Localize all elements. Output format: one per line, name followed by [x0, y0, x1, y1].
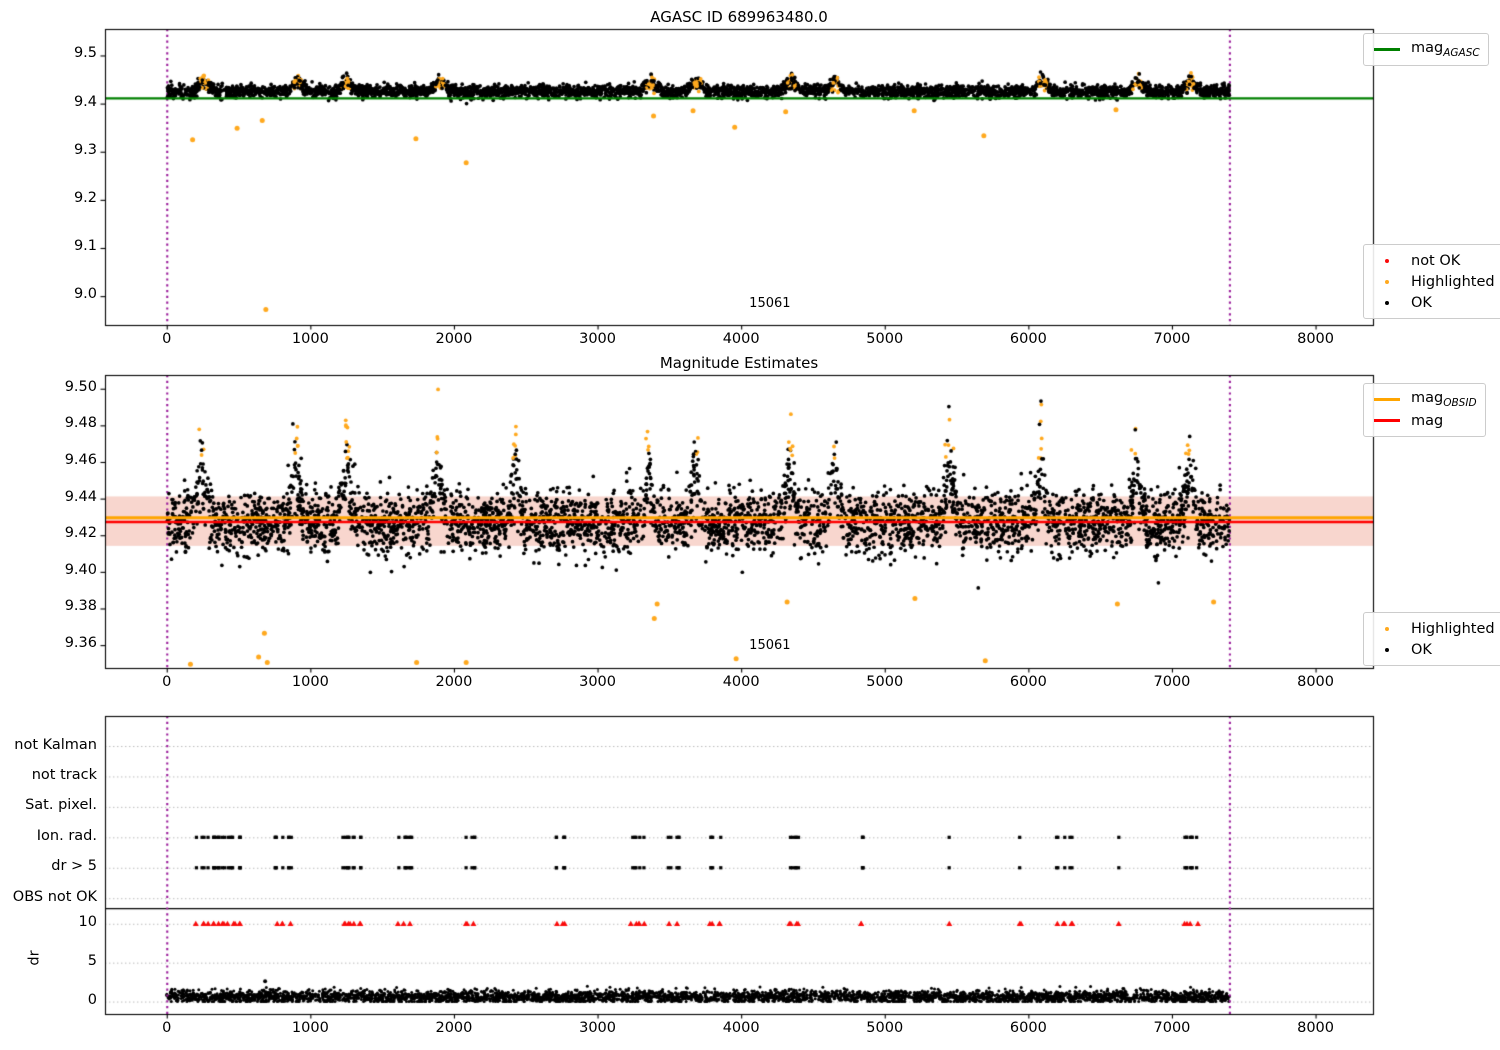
legend-point-classes-middle[interactable]: Highlighted OK	[1363, 612, 1500, 666]
red-line-swatch-icon	[1372, 419, 1402, 422]
ytick-mid-9.50: 9.50	[64, 378, 97, 395]
legend-point-classes-top[interactable]: not OK Highlighted OK	[1363, 244, 1500, 319]
xtick-bottom-2000: 2000	[435, 1020, 473, 1036]
flag-label-sat-pixel: Sat. pixel.	[25, 797, 97, 814]
dr-ytick-10: 10	[78, 914, 97, 931]
xtick-top-3000: 3000	[579, 331, 616, 347]
xtick-top-5000: 5000	[866, 331, 904, 347]
ytick-mid-9.40: 9.40	[64, 561, 97, 578]
legend-row-highlighted: Highlighted	[1372, 271, 1495, 292]
ytick-top-9.0: 9.0	[73, 286, 97, 303]
xtick-middle-6000: 6000	[1009, 674, 1047, 690]
legend-label-ok-mid: OK	[1411, 641, 1432, 658]
xtick-middle-8000: 8000	[1297, 674, 1334, 690]
xtick-bottom-5000: 5000	[866, 1020, 904, 1036]
xtick-middle-0: 0	[162, 674, 172, 690]
dr-axis-label: dr	[26, 950, 43, 966]
ytick-mid-9.44: 9.44	[64, 488, 97, 505]
legend-row-ok-mid: OK	[1372, 639, 1495, 660]
dr-ytick-0: 0	[87, 992, 97, 1009]
dr-ytick-5: 5	[87, 953, 97, 970]
xtick-bottom-6000: 6000	[1009, 1020, 1047, 1036]
middle-panel-title: Magnitude Estimates	[659, 354, 819, 372]
xtick-top-0: 0	[162, 331, 172, 347]
ytick-top-9.4: 9.4	[73, 93, 97, 110]
xtick-middle-7000: 7000	[1153, 674, 1191, 690]
legend-label-highlighted-mid: Highlighted	[1411, 620, 1495, 637]
xtick-top-1000: 1000	[291, 331, 329, 347]
orange-dot-swatch-icon	[1372, 279, 1402, 284]
ytick-mid-9.46: 9.46	[64, 451, 97, 468]
xtick-top-2000: 2000	[435, 331, 473, 347]
xtick-bottom-1000: 1000	[291, 1020, 329, 1036]
legend-label-mag-obsid: magOBSID	[1411, 390, 1477, 409]
ytick-mid-9.36: 9.36	[64, 635, 97, 652]
xtick-middle-2000: 2000	[435, 674, 473, 690]
xtick-bottom-3000: 3000	[579, 1020, 616, 1036]
xtick-middle-3000: 3000	[579, 674, 616, 690]
legend-label-highlighted: Highlighted	[1411, 273, 1495, 290]
legend-sub-obsid: OBSID	[1443, 396, 1477, 409]
orange-dot-swatch-icon	[1372, 626, 1402, 631]
xtick-top-6000: 6000	[1009, 331, 1047, 347]
legend-sub-agasc: AGASC	[1443, 46, 1480, 59]
ytick-mid-9.48: 9.48	[64, 415, 97, 432]
xtick-middle-4000: 4000	[722, 674, 760, 690]
xtick-top-7000: 7000	[1153, 331, 1191, 347]
legend-label-ok: OK	[1411, 294, 1432, 311]
legend-row-ok: OK	[1372, 292, 1495, 313]
xtick-bottom-8000: 8000	[1297, 1020, 1334, 1036]
ytick-top-9.2: 9.2	[73, 189, 97, 206]
orange-line-swatch-icon	[1372, 398, 1402, 401]
red-dot-swatch-icon	[1372, 258, 1402, 263]
legend-label-mag-agasc: magAGASC	[1411, 40, 1480, 59]
xtick-bottom-0: 0	[162, 1020, 172, 1036]
legend-label-not-ok: not OK	[1411, 252, 1461, 269]
black-dot-swatch-icon	[1372, 647, 1402, 652]
ytick-top-9.3: 9.3	[73, 141, 97, 158]
flag-label-ion-rad: Ion. rad.	[36, 827, 97, 844]
xtick-bottom-7000: 7000	[1153, 1020, 1191, 1036]
ytick-mid-9.42: 9.42	[64, 525, 97, 542]
page-title: AGASC ID 689963480.0	[650, 8, 828, 26]
obsid-annotation-middle: 15061	[749, 638, 791, 653]
legend-row-not-ok: not OK	[1372, 250, 1495, 271]
flag-label-not-track: not track	[31, 766, 97, 783]
legend-mag-agasc[interactable]: magAGASC	[1363, 33, 1489, 66]
obsid-annotation-top: 15061	[749, 296, 791, 311]
legend-mag-lines[interactable]: magOBSID mag	[1363, 383, 1486, 437]
xtick-top-8000: 8000	[1297, 331, 1334, 347]
black-dot-swatch-icon	[1372, 300, 1402, 305]
xtick-middle-1000: 1000	[291, 674, 329, 690]
flag-label-not-kalman: not Kalman	[14, 736, 97, 753]
ytick-top-9.5: 9.5	[73, 45, 97, 62]
flag-label-dr-5: dr > 5	[51, 858, 97, 875]
legend-row-highlighted-mid: Highlighted	[1372, 618, 1495, 639]
ytick-top-9.1: 9.1	[73, 237, 97, 254]
xtick-middle-5000: 5000	[866, 674, 904, 690]
legend-row-mag: mag	[1372, 410, 1477, 431]
legend-label-mag: mag	[1411, 412, 1444, 429]
xtick-bottom-4000: 4000	[722, 1020, 760, 1036]
legend-row-mag-agasc: magAGASC	[1372, 39, 1480, 60]
legend-row-mag-obsid: magOBSID	[1372, 389, 1477, 410]
ytick-mid-9.38: 9.38	[64, 598, 97, 615]
xtick-top-4000: 4000	[722, 331, 760, 347]
flag-label-obs-not-ok: OBS not OK	[12, 888, 97, 905]
green-line-swatch-icon	[1372, 48, 1402, 51]
